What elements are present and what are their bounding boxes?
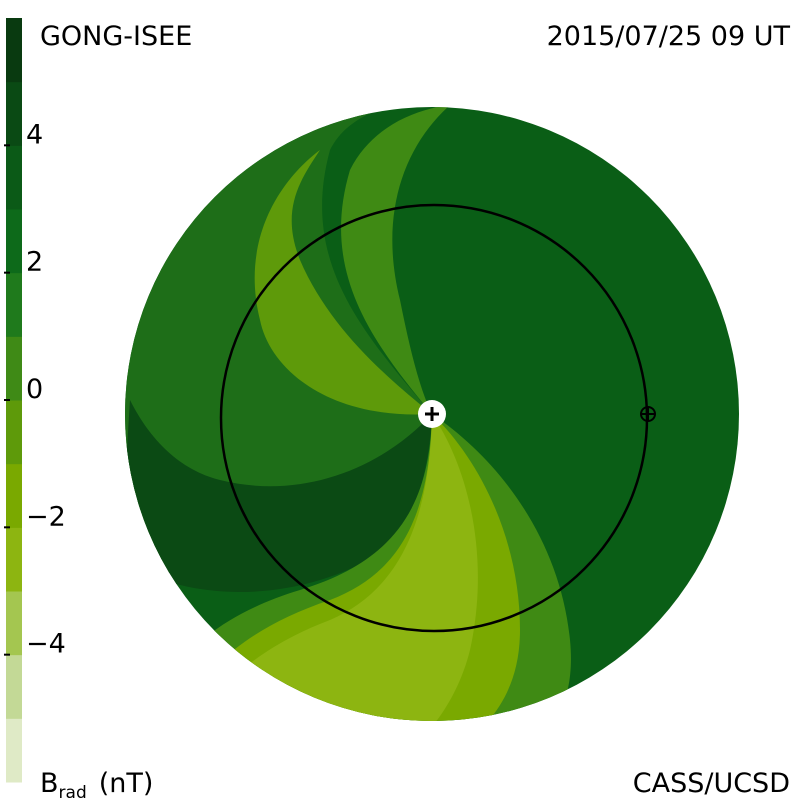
arm-upper bbox=[341, 107, 450, 414]
colorbar-segment bbox=[6, 400, 22, 465]
label-sub: rad bbox=[59, 783, 87, 800]
colorbar-segment bbox=[6, 527, 22, 592]
arm-left bbox=[254, 150, 432, 415]
earth-cross bbox=[641, 407, 655, 421]
colorbar-tick-label: −2 bbox=[26, 501, 66, 532]
colorbar-segment bbox=[6, 718, 22, 783]
colorbar-segment bbox=[6, 591, 22, 656]
colorbar-segment bbox=[6, 145, 22, 210]
date: 2015/07/25 09 UT bbox=[547, 21, 791, 52]
colorbar-segment bbox=[6, 463, 22, 528]
colorbar: −4 −2 0 2 4 bbox=[4, 18, 66, 783]
arm-lower-core bbox=[200, 414, 478, 721]
label-main: B bbox=[40, 768, 59, 799]
colorbar-tick-label: 4 bbox=[26, 119, 43, 150]
colorbar-segment bbox=[6, 272, 22, 337]
colorbar-tick-label: 2 bbox=[26, 247, 43, 278]
map bbox=[125, 107, 739, 721]
colorbar-segment bbox=[6, 654, 22, 719]
credit: CASS/UCSD bbox=[633, 768, 790, 799]
label-unit: (nT) bbox=[99, 768, 154, 799]
colorbar-segment bbox=[6, 81, 22, 146]
colorbar-label: Brad (nT) bbox=[40, 768, 153, 800]
colorbar-tick-label: 0 bbox=[26, 374, 43, 405]
colorbar-segment bbox=[6, 336, 22, 401]
arm-dark bbox=[125, 400, 432, 592]
colorbar-segment bbox=[6, 18, 22, 83]
swirls bbox=[125, 107, 571, 721]
colorbar-tick-label: −4 bbox=[26, 629, 66, 660]
sun-cross bbox=[425, 407, 439, 421]
title: GONG-ISEE bbox=[40, 21, 192, 52]
colorbar-segment bbox=[6, 209, 22, 274]
